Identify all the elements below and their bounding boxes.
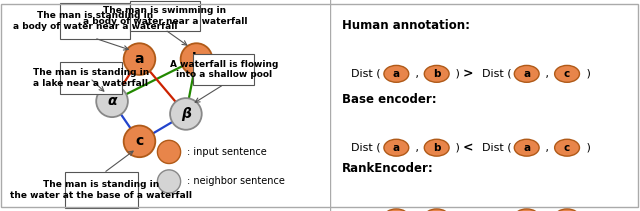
Text: Dist (: Dist ( [482, 69, 511, 79]
Text: b: b [433, 69, 440, 79]
Circle shape [555, 139, 579, 156]
Text: β: β [181, 107, 191, 121]
Circle shape [555, 65, 579, 82]
FancyBboxPatch shape [193, 54, 255, 85]
Text: Human annotation:: Human annotation: [342, 19, 470, 32]
Circle shape [424, 209, 449, 211]
Circle shape [157, 140, 180, 164]
Text: ): ) [452, 69, 460, 79]
Text: c: c [135, 134, 143, 148]
Circle shape [555, 209, 579, 211]
Circle shape [384, 139, 409, 156]
Circle shape [424, 65, 449, 82]
Circle shape [124, 126, 156, 157]
Text: Dist (: Dist ( [351, 69, 381, 79]
Text: c: c [564, 69, 570, 79]
Text: a: a [523, 143, 531, 153]
Text: ,: , [412, 69, 419, 79]
Text: The man is swimming in
a body of water near a waterfall: The man is swimming in a body of water n… [83, 6, 247, 26]
Text: a: a [135, 52, 144, 66]
Text: The man is standing in
a lake near a waterfall: The man is standing in a lake near a wat… [33, 68, 149, 88]
FancyBboxPatch shape [60, 62, 122, 94]
Circle shape [515, 65, 539, 82]
Text: A waterfall is flowing
into a shallow pool: A waterfall is flowing into a shallow po… [170, 60, 278, 79]
Text: The man is standing in
the water at the base of a waterfall: The man is standing in the water at the … [10, 180, 193, 200]
Text: ,: , [412, 143, 419, 153]
Text: ): ) [452, 143, 460, 153]
Text: Dist (: Dist ( [482, 143, 511, 153]
Text: Dist (: Dist ( [351, 143, 381, 153]
Text: c: c [564, 143, 570, 153]
Circle shape [384, 65, 409, 82]
Circle shape [124, 43, 156, 75]
Text: b: b [433, 143, 440, 153]
Circle shape [384, 209, 409, 211]
FancyBboxPatch shape [60, 3, 130, 39]
Text: a: a [393, 143, 400, 153]
Text: a: a [393, 69, 400, 79]
Circle shape [180, 43, 212, 75]
Text: : neighbor sentence: : neighbor sentence [187, 176, 285, 187]
Circle shape [424, 139, 449, 156]
Text: The man is standing in
a body of water near a waterfall: The man is standing in a body of water n… [13, 11, 177, 31]
Text: <: < [463, 141, 474, 154]
Text: : input sentence: : input sentence [187, 147, 267, 157]
Circle shape [96, 85, 128, 117]
Text: α: α [108, 94, 116, 108]
Text: >: > [463, 67, 474, 80]
Circle shape [515, 209, 539, 211]
Circle shape [157, 170, 180, 193]
Text: ,: , [542, 69, 549, 79]
Text: RankEncoder:: RankEncoder: [342, 162, 434, 175]
Text: ): ) [582, 143, 591, 153]
Circle shape [515, 139, 539, 156]
Circle shape [170, 98, 202, 130]
FancyBboxPatch shape [65, 172, 138, 208]
FancyBboxPatch shape [130, 1, 200, 31]
Text: b: b [191, 52, 202, 66]
Text: ): ) [582, 69, 591, 79]
Text: a: a [523, 69, 531, 79]
Text: ,: , [542, 143, 549, 153]
Text: Base encoder:: Base encoder: [342, 93, 436, 106]
